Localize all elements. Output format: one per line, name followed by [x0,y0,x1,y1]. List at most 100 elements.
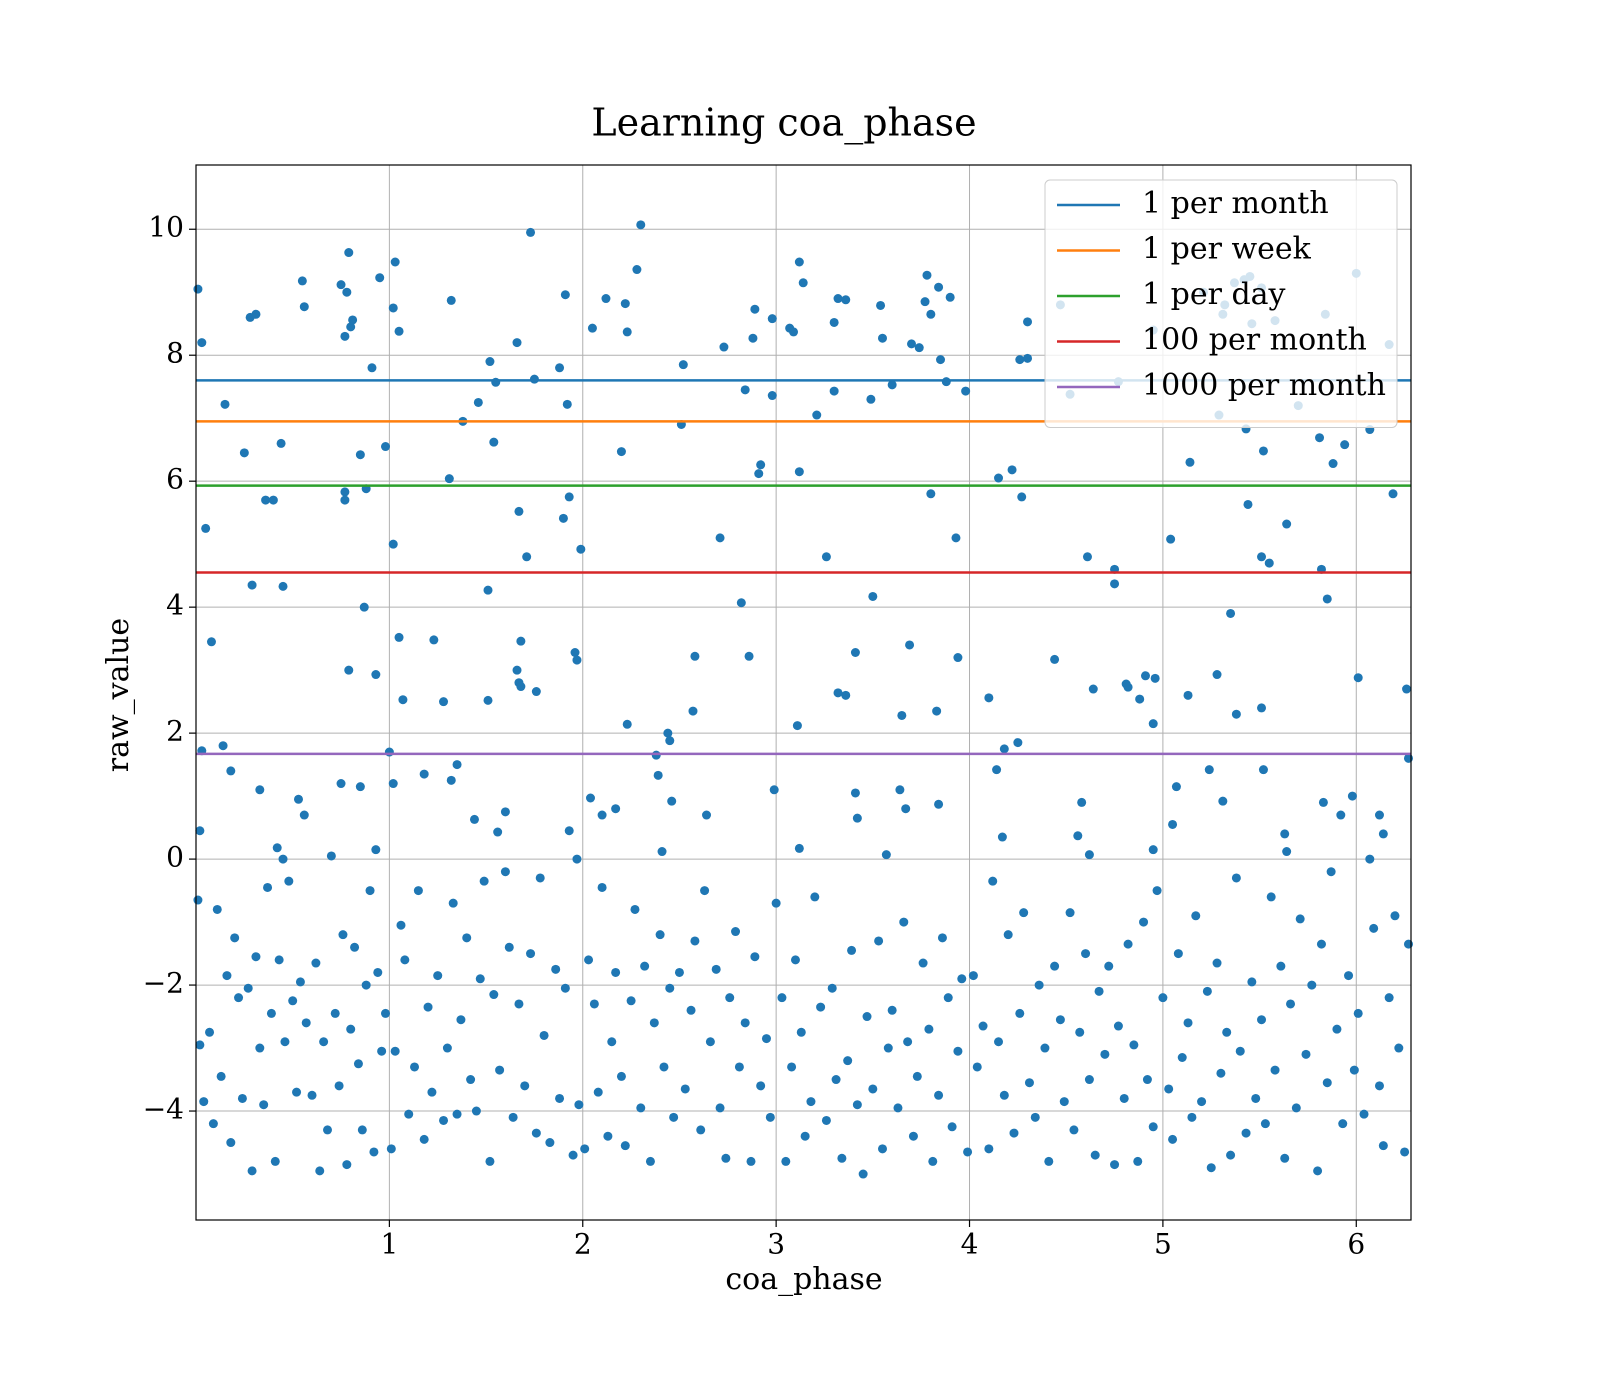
scatter-point [1365,854,1375,864]
scatter-point [715,1103,725,1113]
scatter-point [508,1112,518,1122]
legend-label: 1 per month [1142,186,1329,221]
scatter-point [756,460,766,470]
scatter-point [220,399,230,409]
scatter-point [299,302,309,312]
scatter-point [1013,738,1023,748]
scatter-point [953,653,963,663]
scatter-point [1044,1156,1054,1166]
scatter-point [827,983,837,993]
legend-label: 1 per week [1142,232,1312,267]
scatter-point [266,1008,276,1018]
scatter-point [587,323,597,333]
legend-box [1044,179,1398,428]
scatter-point [607,1037,617,1047]
scatter-point [893,1103,903,1113]
scatter-point [199,1097,209,1107]
scatter-point [905,640,915,650]
scatter-point [1222,1027,1232,1037]
scatter-point [1142,1075,1152,1085]
scatter-point [1258,765,1268,775]
scatter-point [1384,993,1394,1003]
scatter-point [1374,810,1384,820]
x-tick-label: 5 [1154,1228,1172,1261]
y-tick-label: 4 [166,589,184,622]
scatter-point [655,930,665,940]
scatter-point [899,917,909,927]
scatter-point [1084,1075,1094,1085]
scatter-point [388,303,398,313]
scatter-point [821,552,831,562]
scatter-point [663,728,673,738]
scatter-point [616,1071,626,1081]
scatter-point [947,1122,957,1132]
scatter-point [278,581,288,591]
scatter-point [790,955,800,965]
scatter-point [1353,1008,1363,1018]
scatter-point [584,955,594,965]
scatter-point [994,473,1004,483]
scatter-point [572,854,582,864]
scatter-point [357,1125,367,1135]
scatter-point [868,591,878,601]
scatter-point [1019,908,1029,918]
scatter-point [1009,1128,1019,1138]
scatter-point [874,936,884,946]
scatter-point [504,942,514,952]
scatter-point [446,775,456,785]
scatter-point [862,1012,872,1022]
scatter-point [1322,594,1332,604]
scatter-point [564,492,574,502]
scatter-point [473,397,483,407]
scatter-point [340,331,350,341]
scatter-point [558,513,568,523]
scatter-point [350,942,360,952]
scatter-point [371,670,381,680]
scatter-point [603,1131,613,1141]
grid [196,165,1411,1220]
scatter-point [381,1008,391,1018]
scatter-point [336,280,346,290]
scatter-point [295,977,305,987]
scatter-point [1394,1043,1404,1053]
scatter-point [483,695,493,705]
scatter-point [1094,986,1104,996]
scatter-point [1315,433,1325,443]
axes-frame [195,164,1412,1221]
scatter-point [669,1112,679,1122]
legend-label: 100 per month [1142,323,1367,358]
scatter-point [1403,753,1413,763]
scatter-point [1282,847,1292,857]
scatter-point [193,284,203,294]
scatter-point [1247,977,1257,987]
scatter-point [1003,930,1013,940]
scatter-point [344,665,354,675]
scatter-point [535,873,545,883]
scatter-point [877,1144,887,1154]
scatter-point [423,1002,433,1012]
scatter-point [616,447,626,457]
scatter-point [404,1109,414,1119]
scatter-point [1206,1163,1216,1173]
scatter-point [1212,670,1222,680]
scatter-point [1082,552,1092,562]
scatter-point [829,317,839,327]
scatter-point [1148,1122,1158,1132]
scatter-point [748,333,758,343]
scatter-point [301,1018,311,1028]
scatter-point [388,539,398,549]
scatter-point [353,1059,363,1069]
scatter-point [255,785,265,795]
scatter-point [1173,949,1183,959]
scatter-point [1347,791,1357,801]
scatter-point [1359,1109,1369,1119]
scatter-point [1264,558,1274,568]
scatter-point [999,744,1009,754]
scatter-point [346,322,356,332]
scatter-point [226,1138,236,1148]
scatter-point [222,971,232,981]
scatter-point [1088,684,1098,694]
scatter-point [1023,353,1033,363]
scatter-point [1075,1027,1085,1037]
